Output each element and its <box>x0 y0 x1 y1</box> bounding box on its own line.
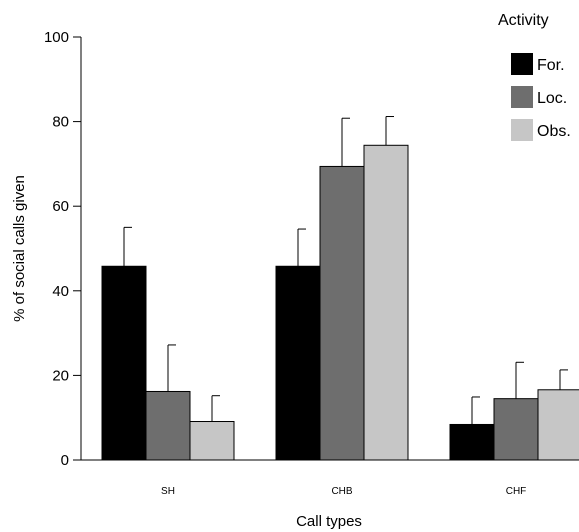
x-tick-label: CHB <box>331 486 352 497</box>
y-tick-label: 40 <box>52 283 69 300</box>
x-tick-labels: SH CHB CHF <box>161 486 526 497</box>
y-axis-title: % of social calls given <box>11 175 28 322</box>
bar-chb-for <box>275 265 321 461</box>
legend-swatch-loc <box>511 86 533 108</box>
bar-chf-for <box>449 423 495 461</box>
legend: Activity For. Loc. Obs. <box>498 12 571 141</box>
y-tick-label: 80 <box>52 114 69 131</box>
bar-sh-loc <box>145 390 191 461</box>
bar-sh-for <box>101 265 147 461</box>
legend-title: Activity <box>498 12 549 29</box>
x-tick-label: CHF <box>506 486 527 497</box>
bar-chb-loc <box>319 165 365 461</box>
legend-label: For. <box>537 57 565 74</box>
bar-chf-loc <box>493 398 539 461</box>
y-tick-label: 20 <box>52 367 69 384</box>
bar-chf-obs <box>537 389 579 461</box>
legend-label: Obs. <box>537 123 571 140</box>
legend-label: Loc. <box>537 90 567 107</box>
bar-chb-obs <box>363 144 409 461</box>
bars <box>101 144 579 461</box>
legend-swatch-obs <box>511 119 533 141</box>
y-tick-label: 100 <box>44 29 69 46</box>
x-axis-title: Call types <box>296 513 362 530</box>
x-tick-label: SH <box>161 486 175 497</box>
y-tick-label: 0 <box>61 452 69 469</box>
bar-sh-obs <box>189 421 235 461</box>
error-bars <box>123 116 568 425</box>
legend-swatch-for <box>511 53 533 75</box>
y-tick-label: 60 <box>52 198 69 215</box>
